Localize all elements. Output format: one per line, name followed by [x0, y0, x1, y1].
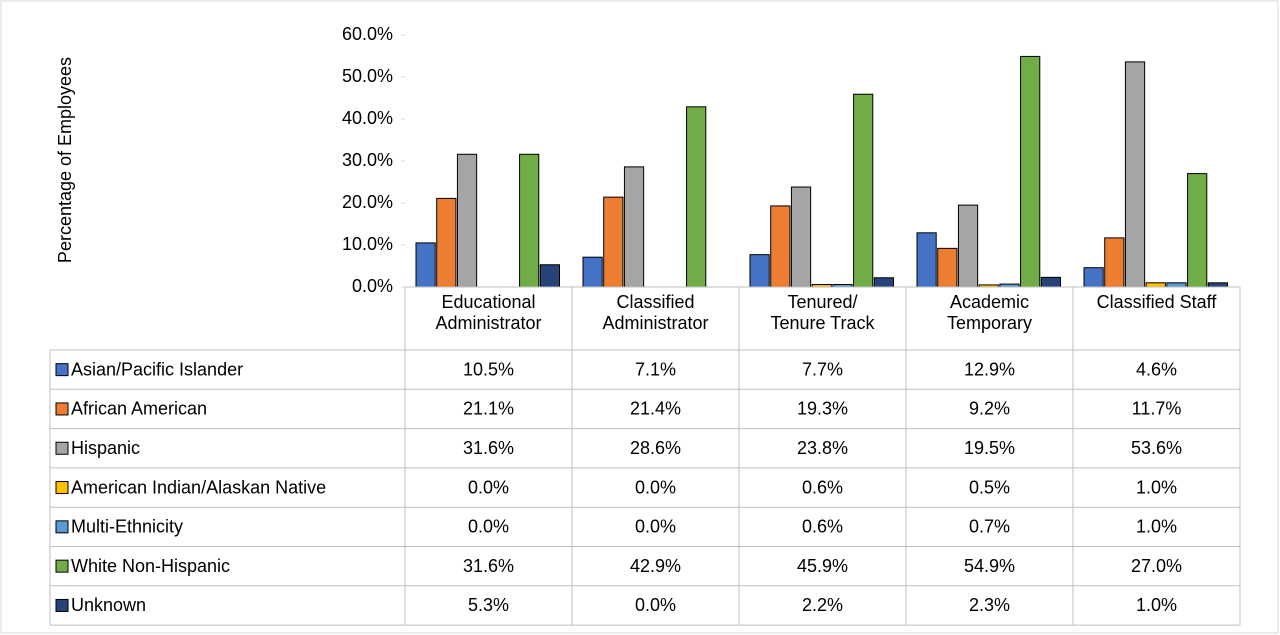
bar — [1040, 276, 1062, 288]
data-label: 0.7% — [969, 517, 1010, 537]
legend-key — [55, 481, 69, 495]
data-label: 45.9% — [797, 556, 848, 576]
legend-label: Multi-Ethnicity — [71, 517, 183, 537]
data-label: 5.3% — [468, 595, 509, 615]
data-label: 0.0% — [635, 517, 676, 537]
bar — [1104, 237, 1125, 288]
data-label: 28.6% — [630, 438, 681, 458]
data-label: 2.3% — [969, 595, 1010, 615]
y-tick-label: 50.0% — [342, 66, 393, 86]
data-label: 0.6% — [802, 477, 843, 497]
data-label: 2.2% — [802, 595, 843, 615]
legend-label: American Indian/Alaskan Native — [71, 477, 326, 497]
bar — [937, 247, 958, 288]
data-label: 19.3% — [797, 399, 848, 419]
legend-label: Asian/Pacific Islander — [71, 359, 243, 379]
legend-key — [55, 520, 69, 534]
legend-key — [55, 402, 69, 416]
data-label: 21.4% — [630, 399, 681, 419]
data-label: 10.5% — [463, 359, 514, 379]
bar — [749, 254, 770, 288]
data-label: 0.0% — [468, 517, 509, 537]
bar — [582, 256, 603, 288]
bar — [603, 196, 624, 288]
legend-label: African American — [71, 399, 207, 419]
x-tick-label: Classified Staff — [1096, 292, 1217, 312]
bar — [1207, 282, 1229, 288]
y-tick-label: 40.0% — [342, 108, 393, 128]
y-axis-title: Percentage of Employees — [55, 57, 75, 263]
bar — [853, 93, 874, 288]
data-label: 0.0% — [635, 477, 676, 497]
data-label: 0.0% — [635, 595, 676, 615]
bar — [1187, 173, 1208, 288]
data-label: 1.0% — [1136, 517, 1177, 537]
data-label: 9.2% — [969, 399, 1010, 419]
bar — [1020, 55, 1041, 288]
data-label: 1.0% — [1136, 477, 1177, 497]
legend-key — [55, 363, 69, 377]
bar — [957, 204, 979, 288]
x-tick-label: Academic Temporary — [946, 292, 1033, 333]
legend-label: White Non-Hispanic — [71, 556, 230, 576]
bar — [1083, 267, 1104, 288]
data-label: 0.6% — [802, 517, 843, 537]
data-label: 27.0% — [1131, 556, 1182, 576]
data-label: 21.1% — [463, 399, 514, 419]
y-tick-label: 0.0% — [352, 276, 393, 296]
data-label: 7.7% — [802, 359, 843, 379]
bar — [1124, 61, 1146, 288]
bar — [519, 153, 540, 288]
bar — [623, 166, 645, 288]
bar — [436, 197, 457, 288]
data-label: 1.0% — [1136, 595, 1177, 615]
legend-label: Hispanic — [71, 438, 140, 458]
data-label: 31.6% — [463, 438, 514, 458]
legend-key — [55, 598, 69, 612]
data-label: 31.6% — [463, 556, 514, 576]
data-label: 0.0% — [468, 477, 509, 497]
x-tick-label: Educational Administrator — [435, 292, 542, 333]
data-label: 4.6% — [1136, 359, 1177, 379]
bar — [686, 106, 707, 288]
y-tick-label: 20.0% — [342, 192, 393, 212]
legend-key — [55, 559, 69, 573]
data-label: 42.9% — [630, 556, 681, 576]
bar — [790, 186, 812, 288]
y-tick-label: 60.0% — [342, 24, 393, 44]
bar — [539, 264, 560, 288]
legend-label: Unknown — [71, 595, 146, 615]
bar — [873, 277, 894, 288]
data-label: 11.7% — [1132, 399, 1182, 419]
data-label: 19.5% — [964, 438, 1015, 458]
x-tick-label: Classified Administrator — [602, 292, 709, 333]
bar — [1166, 282, 1187, 288]
data-label: 7.1% — [635, 359, 676, 379]
data-label: 12.9% — [964, 359, 1015, 379]
data-label: 0.5% — [969, 477, 1010, 497]
bar — [456, 153, 478, 288]
bar — [916, 232, 937, 288]
bar — [770, 205, 791, 288]
y-tick-label: 30.0% — [342, 150, 393, 170]
x-tick-label: Tenured/ Tenure Track — [770, 292, 875, 333]
y-tick-label: 10.0% — [342, 234, 393, 254]
legend-key — [55, 441, 69, 455]
bar — [1145, 282, 1166, 288]
data-label: 53.6% — [1131, 438, 1182, 458]
bar — [415, 242, 436, 288]
data-label: 23.8% — [797, 438, 848, 458]
data-label: 54.9% — [964, 556, 1015, 576]
